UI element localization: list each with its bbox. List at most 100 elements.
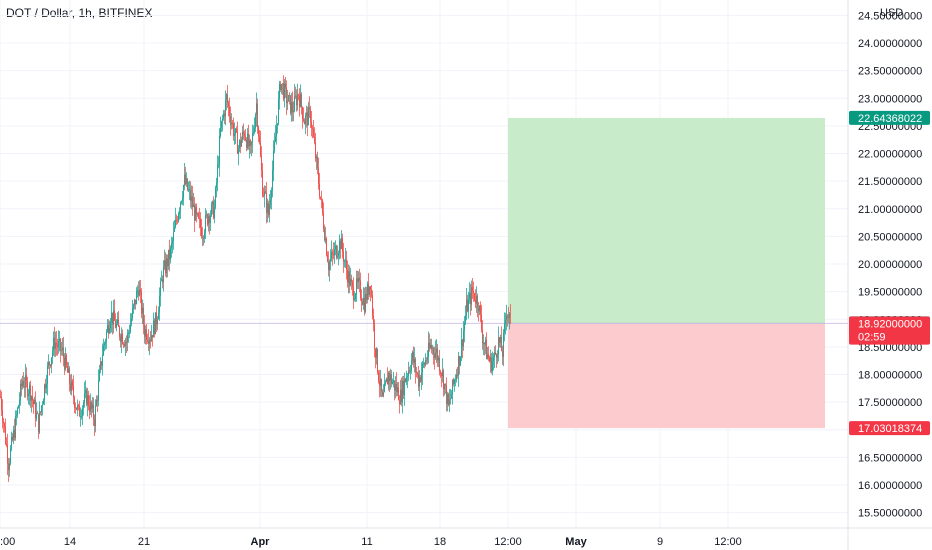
candle-body — [31, 396, 32, 401]
candle-body — [434, 353, 435, 358]
candle-body — [328, 261, 329, 271]
candle-body — [76, 407, 77, 410]
candle-body — [372, 295, 373, 316]
candle-body — [255, 114, 256, 129]
candle-body — [68, 368, 69, 373]
price-axis[interactable]: 15.5000000016.0000000016.5000000017.0000… — [858, 10, 922, 519]
candle-body — [235, 128, 236, 134]
candle-body — [303, 118, 304, 121]
candlestick-series — [0, 75, 511, 482]
candle-body — [3, 421, 4, 424]
candle-body — [52, 350, 53, 358]
candle-body — [502, 351, 503, 357]
price-tick-label: 21.00000000 — [858, 204, 922, 216]
candle-body — [487, 354, 488, 359]
candle-body — [34, 399, 35, 405]
candle-body — [444, 383, 445, 390]
price-tick-label: 18.50000000 — [858, 342, 922, 354]
candle-body — [333, 253, 334, 256]
candle-body — [354, 298, 355, 301]
candle-body — [433, 348, 434, 354]
candle-body — [98, 380, 99, 401]
candle-body — [371, 289, 372, 296]
candle-body — [361, 297, 362, 302]
candle-body — [393, 380, 394, 383]
candle-body — [131, 318, 132, 324]
candle-body — [250, 140, 251, 146]
candle-body — [102, 355, 103, 366]
candle-body — [464, 323, 465, 331]
candle-body — [395, 383, 396, 391]
candle-body — [154, 320, 155, 335]
candle-body — [14, 429, 15, 438]
price-tick-label: 19.50000000 — [858, 287, 922, 299]
candle-body — [505, 320, 506, 324]
position-tool[interactable] — [508, 117, 825, 429]
candle-body — [104, 343, 105, 346]
candle-body — [510, 313, 511, 315]
candle-body — [133, 304, 134, 309]
candle-body — [286, 87, 287, 104]
candle-body — [115, 320, 116, 328]
candle-body — [384, 383, 385, 393]
candle-body — [226, 94, 227, 100]
candle-body — [69, 368, 70, 384]
candle-body — [110, 321, 111, 329]
candle-body — [261, 156, 262, 171]
candle-body — [421, 373, 422, 382]
candle-body — [179, 210, 180, 214]
candle-body — [88, 395, 89, 407]
candle-body — [370, 286, 371, 290]
currency-label[interactable]: USD — [880, 7, 903, 19]
candle-body — [386, 378, 387, 382]
candle-body — [359, 277, 360, 281]
candle-body — [92, 404, 93, 409]
candle-body — [282, 83, 283, 85]
candle-body — [0, 396, 1, 398]
candle-body — [430, 344, 431, 348]
candle-body — [428, 342, 429, 358]
candle-body — [507, 315, 508, 317]
candle-body — [180, 202, 181, 211]
candle-body — [1, 396, 2, 410]
candle-body — [387, 378, 388, 385]
candle-body — [185, 174, 186, 184]
candle-body — [122, 333, 123, 344]
candle-body — [366, 293, 367, 300]
candle-body — [266, 193, 267, 213]
candle-body — [211, 204, 212, 216]
candle-body — [100, 361, 101, 371]
candle-body — [312, 127, 313, 129]
candle-body — [159, 295, 160, 313]
candle-body — [497, 354, 498, 358]
candle-body — [292, 102, 293, 113]
candle-body — [58, 341, 59, 348]
candle-body — [160, 281, 161, 296]
candle-body — [66, 355, 67, 366]
candle-body — [126, 341, 127, 343]
time-axis[interactable]: :00 14 21 Apr 11 18 12:00 May 9 12:00 — [0, 536, 742, 548]
candle-body — [29, 385, 30, 394]
candle-body — [207, 214, 208, 225]
candle-body — [299, 95, 300, 107]
candle-body — [80, 416, 81, 418]
candle-body — [268, 203, 269, 216]
price-tick-label: 16.00000000 — [858, 480, 922, 492]
candle-body — [343, 251, 344, 262]
candle-body — [431, 344, 432, 349]
candle-body — [316, 156, 317, 159]
candle-body — [506, 315, 507, 321]
time-tick-label: :00 — [0, 536, 15, 548]
candle-body — [177, 220, 178, 222]
candle-body — [171, 243, 172, 248]
chart-title: DOT / Dollar, 1h, BITFINEX — [6, 6, 153, 20]
price-tick-label: 18.00000000 — [858, 370, 922, 382]
candle-body — [344, 260, 345, 262]
candle-body — [148, 340, 149, 344]
candle-body — [363, 297, 364, 305]
candle-body — [462, 339, 463, 347]
candle-body — [87, 395, 88, 405]
candle-body — [360, 280, 361, 298]
candle-body — [74, 397, 75, 408]
